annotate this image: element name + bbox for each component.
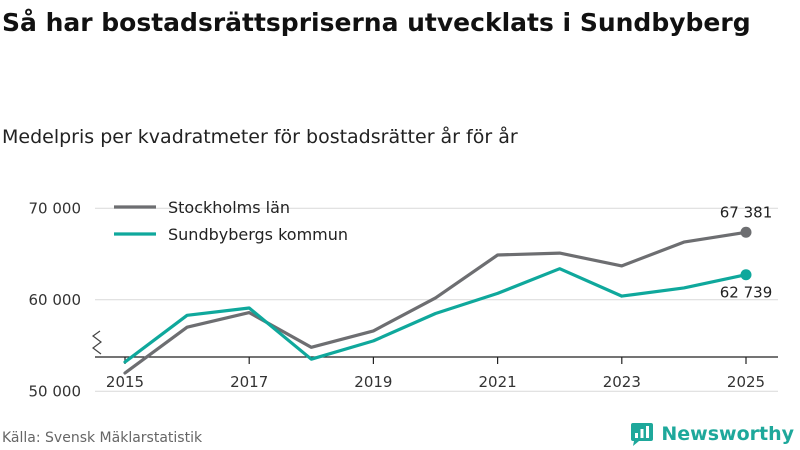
y-axis-ticks: 50 000 60 000 70 000 [29, 199, 82, 400]
brand-name: Newsworthy [661, 423, 794, 445]
y-tick-label: 60 000 [29, 291, 82, 309]
x-tick-label: 2023 [603, 373, 641, 391]
series-lines [123, 226, 752, 375]
series-line-sundbyberg [123, 267, 748, 364]
end-value-label: 62 739 [720, 284, 773, 302]
x-axis-ticks: 2015 2017 2019 2021 2023 2025 [106, 357, 765, 391]
chart-subtitle: Medelpris per kvadratmeter för bostadsrä… [2, 126, 518, 148]
brand-logo: Newsworthy [629, 419, 794, 449]
x-tick-label: 2025 [727, 373, 765, 391]
series-line-stockholm [123, 230, 748, 375]
legend-label: Sundbybergs kommun [168, 225, 348, 244]
y-axis-break [91, 330, 102, 355]
legend: Stockholms län Sundbybergs kommun [114, 198, 348, 244]
gridlines [95, 207, 778, 392]
x-tick-label: 2021 [479, 373, 517, 391]
source-note: Källa: Svensk Mäklarstatistik [2, 430, 203, 446]
end-point-marker [740, 269, 752, 281]
newsworthy-logo-icon [631, 423, 654, 446]
y-tick-label: 70 000 [29, 199, 82, 217]
x-tick-label: 2019 [354, 373, 392, 391]
axis-break-icon [91, 330, 102, 355]
chart-title: Så har bostadsrättspriserna utvecklats i… [2, 8, 751, 37]
legend-label: Stockholms län [168, 198, 290, 217]
end-value-label: 67 381 [720, 203, 773, 221]
y-tick-label: 50 000 [29, 382, 82, 400]
end-point-marker [740, 226, 752, 238]
x-tick-label: 2015 [106, 373, 144, 391]
x-tick-label: 2017 [230, 373, 268, 391]
end-labels: 67 381 62 739 [720, 203, 773, 301]
